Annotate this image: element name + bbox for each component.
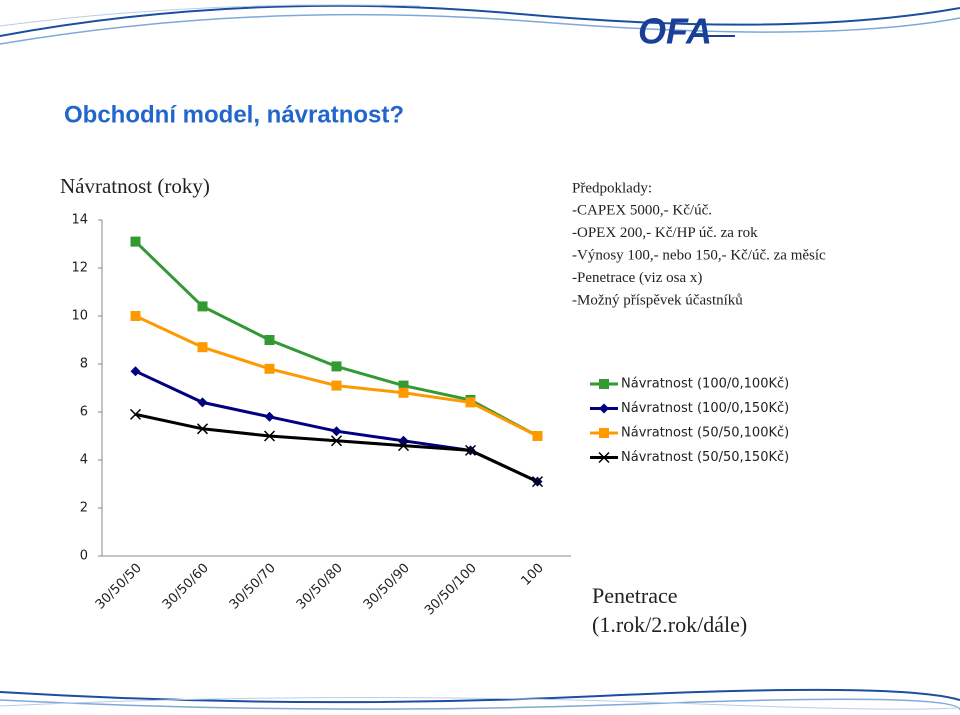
- x-tick-label: 100: [519, 561, 547, 589]
- notes: -CAPEX 5000,- Kč/úč. -OPEX 200,- Kč/HP úč…: [572, 202, 826, 308]
- marker: [464, 444, 477, 456]
- marker: [196, 423, 209, 435]
- marker: [264, 411, 275, 422]
- marker: [398, 387, 409, 398]
- marker: [130, 236, 141, 247]
- marker: [531, 476, 544, 488]
- note-line: -OPEX 200,- Kč/HP úč. za rok: [572, 225, 758, 241]
- marker: [197, 301, 208, 312]
- marker: [398, 380, 409, 391]
- marker: [599, 403, 609, 414]
- marker: [130, 366, 141, 377]
- y-tick-label: 10: [71, 309, 88, 324]
- x-tick-label: 30/50/80: [294, 561, 346, 613]
- decoration: [0, 4, 960, 711]
- y-tick-label: 8: [80, 357, 88, 372]
- marker: [264, 363, 275, 374]
- marker: [331, 361, 342, 372]
- y-tick-label: 14: [71, 213, 88, 228]
- marker: [397, 440, 410, 452]
- marker: [264, 335, 275, 345]
- marker: [331, 426, 342, 437]
- slide-title: Obchodní model, návratnost?: [64, 101, 404, 128]
- x-tick-label: 30/50/90: [361, 561, 413, 613]
- y-tick-label: 2: [80, 501, 88, 516]
- marker: [130, 311, 141, 321]
- x-tick-label: 30/50/70: [227, 561, 279, 613]
- marker: [330, 435, 343, 447]
- note-line: -Možný příspěvek účastníků: [572, 292, 743, 308]
- marker: [598, 451, 610, 464]
- legend-label: Návratnost (100/0,150Kč): [621, 401, 789, 416]
- marker: [129, 408, 142, 420]
- marker: [599, 428, 609, 438]
- y-tick-label: 6: [80, 405, 88, 420]
- marker: [465, 397, 476, 408]
- series-line: [134, 314, 539, 438]
- legend-label: Návratnost (100/0,100Kč): [621, 377, 789, 392]
- y-tick-label: 4: [80, 453, 88, 468]
- marker: [197, 342, 208, 353]
- legend-label: Návratnost (50/50,150Kč): [621, 450, 789, 465]
- note-line: -CAPEX 5000,- Kč/úč.: [572, 202, 712, 218]
- x-tick-label: 30/50/100: [422, 561, 480, 619]
- chart-title: Návratnost (roky): [60, 174, 210, 198]
- marker: [532, 431, 543, 441]
- marker: [331, 380, 342, 391]
- series-line: [135, 412, 539, 483]
- marker: [263, 430, 276, 442]
- x-axis-label: (1.rok/2.rok/dále): [592, 612, 747, 637]
- logo: OFA: [638, 11, 712, 52]
- marker: [599, 379, 609, 389]
- legend-label: Návratnost (50/50,100Kč): [621, 426, 789, 441]
- note-line: -Penetrace (viz osa x): [572, 270, 702, 286]
- notes-heading: Předpoklady:: [572, 180, 652, 196]
- y-tick-label: 12: [71, 261, 88, 276]
- x-tick-label: 30/50/60: [160, 561, 212, 613]
- note-line: -Výnosy 100,- nebo 150,- Kč/úč. za měsíc: [572, 247, 826, 263]
- y-tick-label: 0: [80, 549, 88, 564]
- x-axis-label: Penetrace: [592, 583, 678, 608]
- x-tick-label: 30/50/50: [93, 561, 145, 613]
- marker: [197, 397, 208, 408]
